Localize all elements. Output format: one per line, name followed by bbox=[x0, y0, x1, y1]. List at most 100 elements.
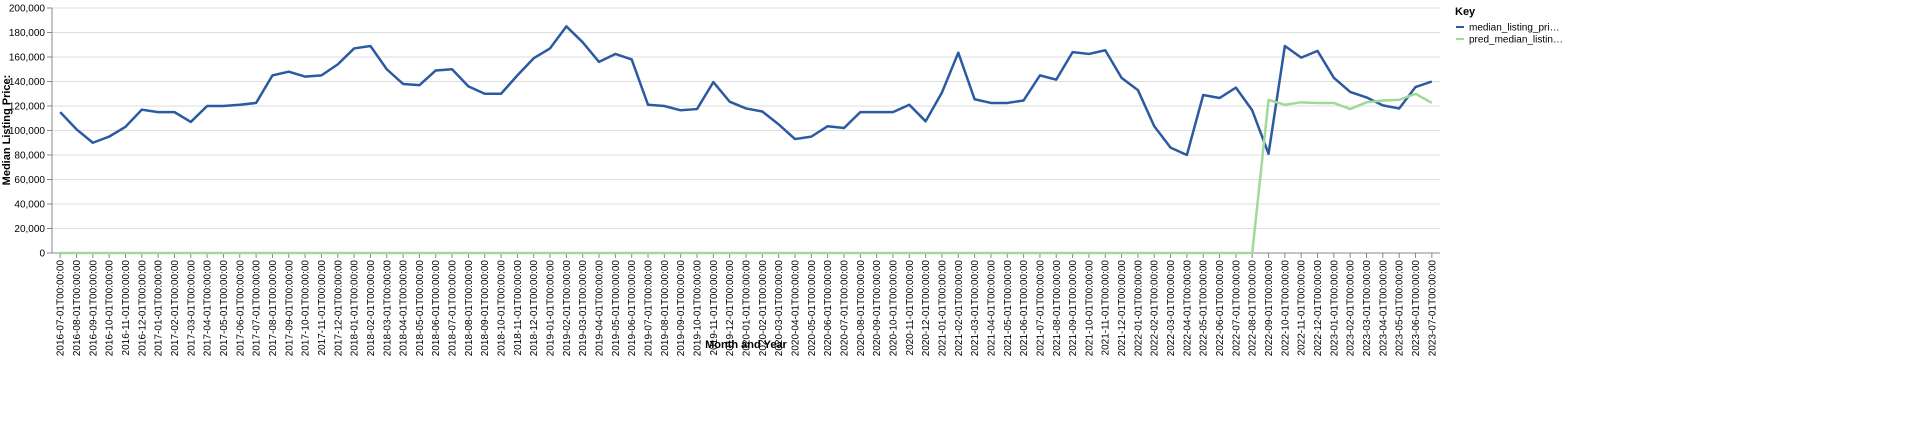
x-tick-label: 2017-07-01T00:00:00 bbox=[252, 260, 263, 357]
x-tick-label: 2021-10-01T00:00:00 bbox=[1084, 260, 1095, 357]
x-tick-label: 2019-10-01T00:00:00 bbox=[693, 260, 704, 357]
x-tick-label: 2021-08-01T00:00:00 bbox=[1052, 260, 1063, 357]
x-tick-label: 2021-01-01T00:00:00 bbox=[937, 260, 948, 357]
x-tick-label: 2019-05-01T00:00:00 bbox=[611, 260, 622, 357]
x-tick-label: 2017-11-01T00:00:00 bbox=[317, 260, 328, 356]
y-tick-label: 0 bbox=[39, 249, 45, 260]
series-line bbox=[59, 25, 1433, 157]
x-tick-label: 2019-09-01T00:00:00 bbox=[676, 260, 687, 357]
x-tick-label: 2021-07-01T00:00:00 bbox=[1035, 260, 1046, 357]
x-tick-label: 2022-06-01T00:00:00 bbox=[1215, 260, 1226, 357]
y-tick-label: 20,000 bbox=[14, 224, 45, 235]
x-tick-label: 2022-12-01T00:00:00 bbox=[1313, 260, 1324, 357]
x-tick-label: 2016-12-01T00:00:00 bbox=[137, 260, 148, 357]
x-tick-label: 2017-02-01T00:00:00 bbox=[170, 260, 181, 357]
x-tick-label: 2020-01-01T00:00:00 bbox=[742, 260, 753, 357]
legend-title: Key bbox=[1455, 6, 1476, 18]
x-tick-label: 2017-05-01T00:00:00 bbox=[219, 260, 230, 357]
x-tick-label: 2020-11-01T00:00:00 bbox=[905, 260, 916, 356]
x-tick-label: 2018-01-01T00:00:00 bbox=[350, 260, 361, 357]
x-axis-title: Month and Year bbox=[705, 339, 787, 351]
x-tick-label: 2019-02-01T00:00:00 bbox=[562, 260, 573, 357]
x-tick-label: 2023-02-01T00:00:00 bbox=[1346, 260, 1357, 357]
x-tick-label: 2018-07-01T00:00:00 bbox=[448, 260, 459, 357]
y-tick-label: 100,000 bbox=[9, 126, 46, 137]
x-tick-label: 2021-05-01T00:00:00 bbox=[1003, 260, 1014, 357]
x-tick-label: 2020-12-01T00:00:00 bbox=[921, 260, 932, 357]
y-tick-label: 120,000 bbox=[9, 102, 46, 113]
x-tick-label: 2023-03-01T00:00:00 bbox=[1362, 260, 1373, 357]
x-tick-label: 2020-05-01T00:00:00 bbox=[807, 260, 818, 357]
legend-label: median_listing_pri… bbox=[1469, 23, 1560, 34]
y-tick-label: 160,000 bbox=[9, 53, 46, 64]
x-tick-label: 2020-06-01T00:00:00 bbox=[823, 260, 834, 357]
x-tick-label: 2022-03-01T00:00:00 bbox=[1166, 260, 1177, 357]
x-tick-label: 2019-04-01T00:00:00 bbox=[595, 260, 606, 357]
x-tick-label: 2017-06-01T00:00:00 bbox=[235, 260, 246, 357]
x-tick-label: 2018-06-01T00:00:00 bbox=[431, 260, 442, 357]
x-tick-label: 2020-07-01T00:00:00 bbox=[839, 260, 850, 357]
x-tick-label: 2022-05-01T00:00:00 bbox=[1199, 260, 1210, 357]
x-tick-label: 2018-02-01T00:00:00 bbox=[366, 260, 377, 357]
x-tick-label: 2021-12-01T00:00:00 bbox=[1117, 260, 1128, 357]
x-tick-label: 2021-09-01T00:00:00 bbox=[1068, 260, 1079, 357]
x-tick-label: 2019-11-01T00:00:00 bbox=[709, 260, 720, 356]
x-tick-label: 2017-03-01T00:00:00 bbox=[186, 260, 197, 357]
x-tick-label: 2017-04-01T00:00:00 bbox=[203, 260, 214, 357]
x-tick-label: 2016-10-01T00:00:00 bbox=[105, 260, 116, 357]
x-tick-label: 2017-01-01T00:00:00 bbox=[154, 260, 165, 357]
x-tick-label: 2022-11-01T00:00:00 bbox=[1297, 260, 1308, 356]
x-tick-label: 2018-12-01T00:00:00 bbox=[529, 260, 540, 357]
x-tick-label: 2020-04-01T00:00:00 bbox=[790, 260, 801, 357]
x-tick-label: 2019-12-01T00:00:00 bbox=[725, 260, 736, 357]
x-tick-label: 2017-09-01T00:00:00 bbox=[284, 260, 295, 357]
x-tick-label: 2023-07-01T00:00:00 bbox=[1427, 260, 1438, 357]
x-tick-label: 2023-01-01T00:00:00 bbox=[1329, 260, 1340, 357]
x-tick-label: 2017-08-01T00:00:00 bbox=[268, 260, 279, 357]
x-tick-label: 2021-04-01T00:00:00 bbox=[986, 260, 997, 357]
x-tick-label: 2018-11-01T00:00:00 bbox=[513, 260, 524, 356]
x-tick-label: 2021-11-01T00:00:00 bbox=[1101, 260, 1112, 356]
x-tick-label: 2018-04-01T00:00:00 bbox=[399, 260, 410, 357]
x-tick-label: 2023-05-01T00:00:00 bbox=[1395, 260, 1406, 357]
x-tick-label: 2023-04-01T00:00:00 bbox=[1378, 260, 1389, 357]
x-tick-label: 2019-07-01T00:00:00 bbox=[644, 260, 655, 357]
x-tick-label: 2016-11-01T00:00:00 bbox=[121, 260, 132, 356]
x-tick-label: 2017-10-01T00:00:00 bbox=[301, 260, 312, 357]
y-axis-title: Median Listing Price: bbox=[1, 75, 13, 186]
x-tick-label: 2022-02-01T00:00:00 bbox=[1150, 260, 1161, 357]
x-tick-label: 2020-10-01T00:00:00 bbox=[888, 260, 899, 357]
y-tick-label: 40,000 bbox=[14, 200, 45, 211]
x-tick-label: 2016-07-01T00:00:00 bbox=[56, 260, 67, 357]
x-tick-label: 2019-06-01T00:00:00 bbox=[627, 260, 638, 357]
x-tick-label: 2017-12-01T00:00:00 bbox=[333, 260, 344, 357]
x-tick-label: 2018-09-01T00:00:00 bbox=[480, 260, 491, 357]
x-tick-label: 2019-03-01T00:00:00 bbox=[578, 260, 589, 357]
x-tick-label: 2018-08-01T00:00:00 bbox=[464, 260, 475, 357]
x-tick-label: 2022-01-01T00:00:00 bbox=[1133, 260, 1144, 357]
y-tick-label: 200,000 bbox=[9, 4, 46, 15]
x-tick-label: 2020-08-01T00:00:00 bbox=[856, 260, 867, 357]
y-tick-label: 180,000 bbox=[9, 28, 46, 39]
x-tick-label: 2021-03-01T00:00:00 bbox=[970, 260, 981, 357]
series-line bbox=[60, 92, 1433, 255]
y-tick-label: 140,000 bbox=[9, 77, 46, 88]
x-tick-label: 2018-10-01T00:00:00 bbox=[497, 260, 508, 357]
x-tick-label: 2022-10-01T00:00:00 bbox=[1280, 260, 1291, 357]
x-tick-label: 2022-04-01T00:00:00 bbox=[1182, 260, 1193, 357]
x-tick-label: 2019-08-01T00:00:00 bbox=[660, 260, 671, 357]
x-tick-label: 2016-08-01T00:00:00 bbox=[72, 260, 83, 357]
x-tick-label: 2020-03-01T00:00:00 bbox=[774, 260, 785, 357]
x-tick-label: 2020-09-01T00:00:00 bbox=[872, 260, 883, 357]
legend-label: pred_median_listin… bbox=[1469, 35, 1563, 46]
x-tick-label: 2020-02-01T00:00:00 bbox=[758, 260, 769, 357]
x-tick-label: 2023-06-01T00:00:00 bbox=[1411, 260, 1422, 357]
y-tick-label: 80,000 bbox=[14, 151, 45, 162]
x-tick-label: 2022-08-01T00:00:00 bbox=[1248, 260, 1259, 357]
x-tick-label: 2018-03-01T00:00:00 bbox=[382, 260, 393, 357]
y-tick-label: 60,000 bbox=[14, 175, 45, 186]
x-tick-label: 2022-07-01T00:00:00 bbox=[1231, 260, 1242, 357]
x-tick-label: 2019-01-01T00:00:00 bbox=[546, 260, 557, 357]
x-tick-label: 2018-05-01T00:00:00 bbox=[415, 260, 426, 357]
